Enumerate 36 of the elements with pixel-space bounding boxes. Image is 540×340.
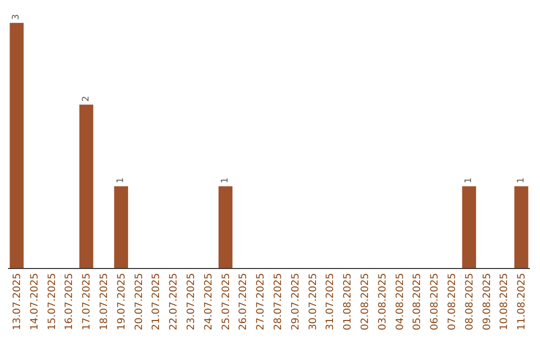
data-label: 3 (12, 14, 22, 20)
x-tick-label: 16.07.2025 (64, 273, 76, 330)
x-tick-label: 19.07.2025 (116, 273, 128, 330)
x-tick-label: 14.07.2025 (29, 273, 40, 330)
x-tick-label: 10.08.2025 (499, 273, 510, 330)
x-tick-label: 28.07.2025 (272, 273, 284, 330)
x-tick-label: 15.07.2025 (46, 273, 58, 330)
x-tick-label: 22.07.2025 (168, 273, 180, 330)
x-tick-label: 06.08.2025 (430, 273, 441, 330)
data-label: 2 (81, 96, 92, 102)
x-tick-label: 03.08.2025 (377, 273, 388, 330)
x-tick-label: 08.08.2025 (464, 273, 476, 330)
x-tick-label: 26.07.2025 (238, 273, 250, 330)
x-tick-label: 04.08.2025 (394, 273, 406, 330)
x-tick-label: 18.07.2025 (98, 273, 110, 330)
x-tick-label: 01.08.2025 (342, 273, 354, 330)
x-tick-label: 05.08.2025 (412, 273, 424, 330)
x-tick-label: 17.07.2025 (82, 273, 93, 330)
x-tick-label: 09.08.2025 (482, 273, 493, 330)
data-label: 1 (464, 178, 474, 184)
x-tick-label: 13.07.2025 (12, 273, 23, 330)
x-tick-label: 07.08.2025 (446, 273, 458, 330)
x-tick-label: 25.07.2025 (220, 273, 232, 330)
x-tick-label: 02.08.2025 (360, 273, 371, 330)
data-label: 1 (116, 178, 126, 184)
data-label: 1 (516, 178, 526, 184)
data-label: 1 (220, 178, 230, 184)
x-tick-label: 21.07.2025 (151, 273, 162, 330)
x-tick-label: 30.07.2025 (308, 273, 319, 330)
x-tick-label: 27.07.2025 (256, 273, 267, 330)
x-tick-label: 20.07.2025 (134, 273, 145, 330)
x-tick-label: 24.07.2025 (203, 273, 214, 330)
x-tick-label: 29.07.2025 (290, 273, 302, 330)
x-tick-label: 31.07.2025 (325, 273, 336, 330)
x-tick-label: 11.08.2025 (516, 273, 528, 330)
x-tick-label: 23.07.2025 (186, 273, 197, 330)
